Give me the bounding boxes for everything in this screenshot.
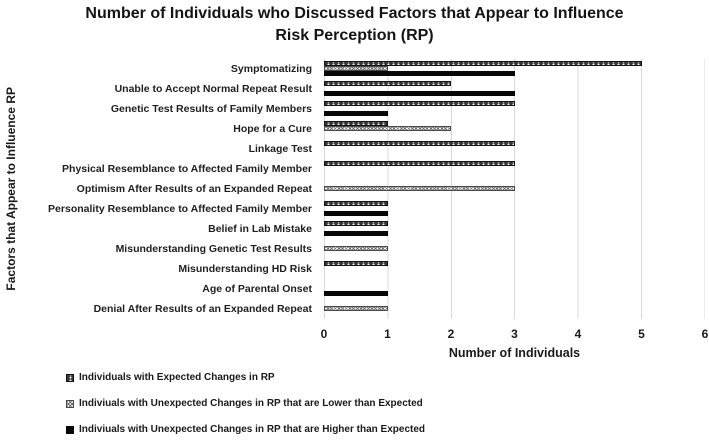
x-tick-label-6: 6 — [701, 327, 709, 341]
bar-lower-9 — [324, 246, 388, 251]
legend-swatch-expected — [66, 373, 74, 382]
bar-group-11 — [324, 279, 705, 299]
category-label-9: Misunderstanding Genetic Test Results — [115, 243, 312, 255]
bar-higher-11 — [324, 291, 388, 296]
bar-group-2 — [324, 99, 705, 119]
bar-group-5 — [324, 159, 705, 179]
category-labels: Symptomatizing Unable to Accept Normal Re… — [0, 59, 318, 319]
bar-higher-8 — [324, 231, 388, 236]
category-label-10: Misunderstanding HD Risk — [178, 263, 312, 275]
bar-group-10 — [324, 259, 705, 279]
category-label-3: Hope for a Cure — [233, 123, 312, 135]
legend-label-lower: Indiviuals with Unexpected Changes in RP… — [79, 398, 423, 409]
legend: Individuals with Expected Changes in RP I… — [66, 371, 425, 444]
bar-group-1 — [324, 79, 705, 99]
category-label-7: Personality Resemblance to Affected Fami… — [48, 203, 312, 215]
bar-expected-0 — [324, 61, 642, 66]
bar-expected-10 — [324, 261, 388, 266]
bar-lower-6 — [324, 186, 515, 191]
category-label-6: Optimism After Results of an Expanded Re… — [76, 183, 312, 195]
bar-higher-1 — [324, 91, 515, 96]
bar-group-3 — [324, 119, 705, 139]
bar-group-0 — [324, 59, 705, 79]
x-tick-label-5: 5 — [638, 327, 645, 341]
legend-label-expected: Individuals with Expected Changes in RP — [79, 372, 275, 383]
x-tick-label-1: 1 — [384, 327, 391, 341]
legend-item-higher: Indiviuals with Unexpected Changes in RP… — [66, 423, 425, 436]
bar-lower-0 — [324, 66, 388, 71]
bar-group-4 — [324, 139, 705, 159]
category-label-1: Unable to Accept Normal Repeat Result — [114, 83, 312, 95]
category-label-11: Age of Parental Onset — [202, 283, 312, 295]
category-label-8: Belief in Lab Mistake — [208, 223, 312, 235]
legend-label-higher: Indiviuals with Unexpected Changes in RP… — [79, 424, 426, 435]
bar-expected-2 — [324, 101, 515, 106]
x-tick-label-4: 4 — [574, 327, 582, 341]
bar-lower-3 — [324, 126, 451, 131]
x-tick-label-3: 3 — [511, 327, 518, 341]
category-label-2: Genetic Test Results of Family Members — [110, 103, 312, 115]
bar-group-7 — [324, 199, 705, 219]
bar-group-8 — [324, 219, 705, 239]
bar-expected-4 — [324, 141, 515, 146]
x-axis-ticks: 0 1 2 3 4 5 6 — [320, 327, 709, 342]
bar-expected-8 — [324, 221, 388, 226]
bar-higher-2 — [324, 111, 388, 116]
legend-item-expected: Individuals with Expected Changes in RP — [66, 371, 425, 384]
bar-expected-7 — [324, 201, 388, 206]
x-tick-label-2: 2 — [447, 327, 455, 341]
bar-group-9 — [324, 239, 705, 259]
bar-group-12 — [324, 299, 705, 319]
category-label-0: Symptomatizing — [230, 63, 312, 75]
legend-swatch-higher — [66, 425, 74, 434]
x-axis-title: Number of Individuals — [448, 346, 581, 360]
legend-swatch-lower — [66, 399, 74, 408]
bar-higher-0 — [324, 71, 515, 76]
bar-expected-5 — [324, 161, 515, 166]
category-label-5: Physical Resemblance to Affected Family … — [62, 163, 312, 175]
category-label-12: Denial After Results of an Expanded Repe… — [93, 303, 312, 315]
bar-lower-12 — [324, 306, 388, 311]
x-tick-label-0: 0 — [320, 327, 328, 341]
bar-group-6 — [324, 179, 705, 199]
bar-expected-1 — [324, 81, 451, 86]
bar-expected-3 — [324, 121, 388, 126]
bar-higher-7 — [324, 211, 388, 216]
category-label-4: Linkage Test — [248, 143, 312, 155]
plot-area — [324, 59, 705, 319]
chart-title: Number of Individuals who Discussed Fact… — [85, 5, 624, 44]
legend-item-lower: Indiviuals with Unexpected Changes in RP… — [66, 397, 425, 410]
